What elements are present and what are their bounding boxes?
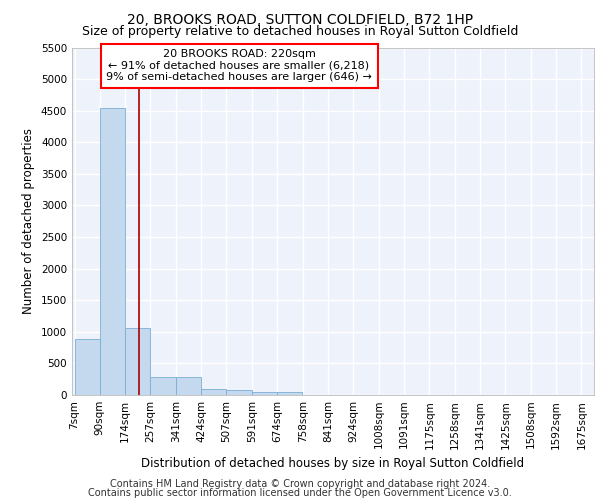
Text: Contains public sector information licensed under the Open Government Licence v3: Contains public sector information licen…: [88, 488, 512, 498]
Bar: [226, 390, 251, 395]
Text: Size of property relative to detached houses in Royal Sutton Coldfield: Size of property relative to detached ho…: [82, 25, 518, 38]
Bar: [151, 378, 176, 395]
Bar: [100, 108, 125, 395]
X-axis label: Distribution of detached houses by size in Royal Sutton Coldfield: Distribution of detached houses by size …: [142, 457, 524, 470]
Y-axis label: Number of detached properties: Number of detached properties: [22, 128, 35, 314]
Bar: [201, 390, 226, 395]
Bar: [252, 392, 277, 395]
Text: 20, BROOKS ROAD, SUTTON COLDFIELD, B72 1HP: 20, BROOKS ROAD, SUTTON COLDFIELD, B72 1…: [127, 12, 473, 26]
Bar: [176, 378, 201, 395]
Bar: [125, 328, 151, 395]
Text: Contains HM Land Registry data © Crown copyright and database right 2024.: Contains HM Land Registry data © Crown c…: [110, 479, 490, 489]
Bar: [74, 340, 100, 395]
Text: 20 BROOKS ROAD: 220sqm  
← 91% of detached houses are smaller (6,218)
9% of semi: 20 BROOKS ROAD: 220sqm ← 91% of detached…: [106, 49, 372, 82]
Bar: [277, 392, 302, 395]
